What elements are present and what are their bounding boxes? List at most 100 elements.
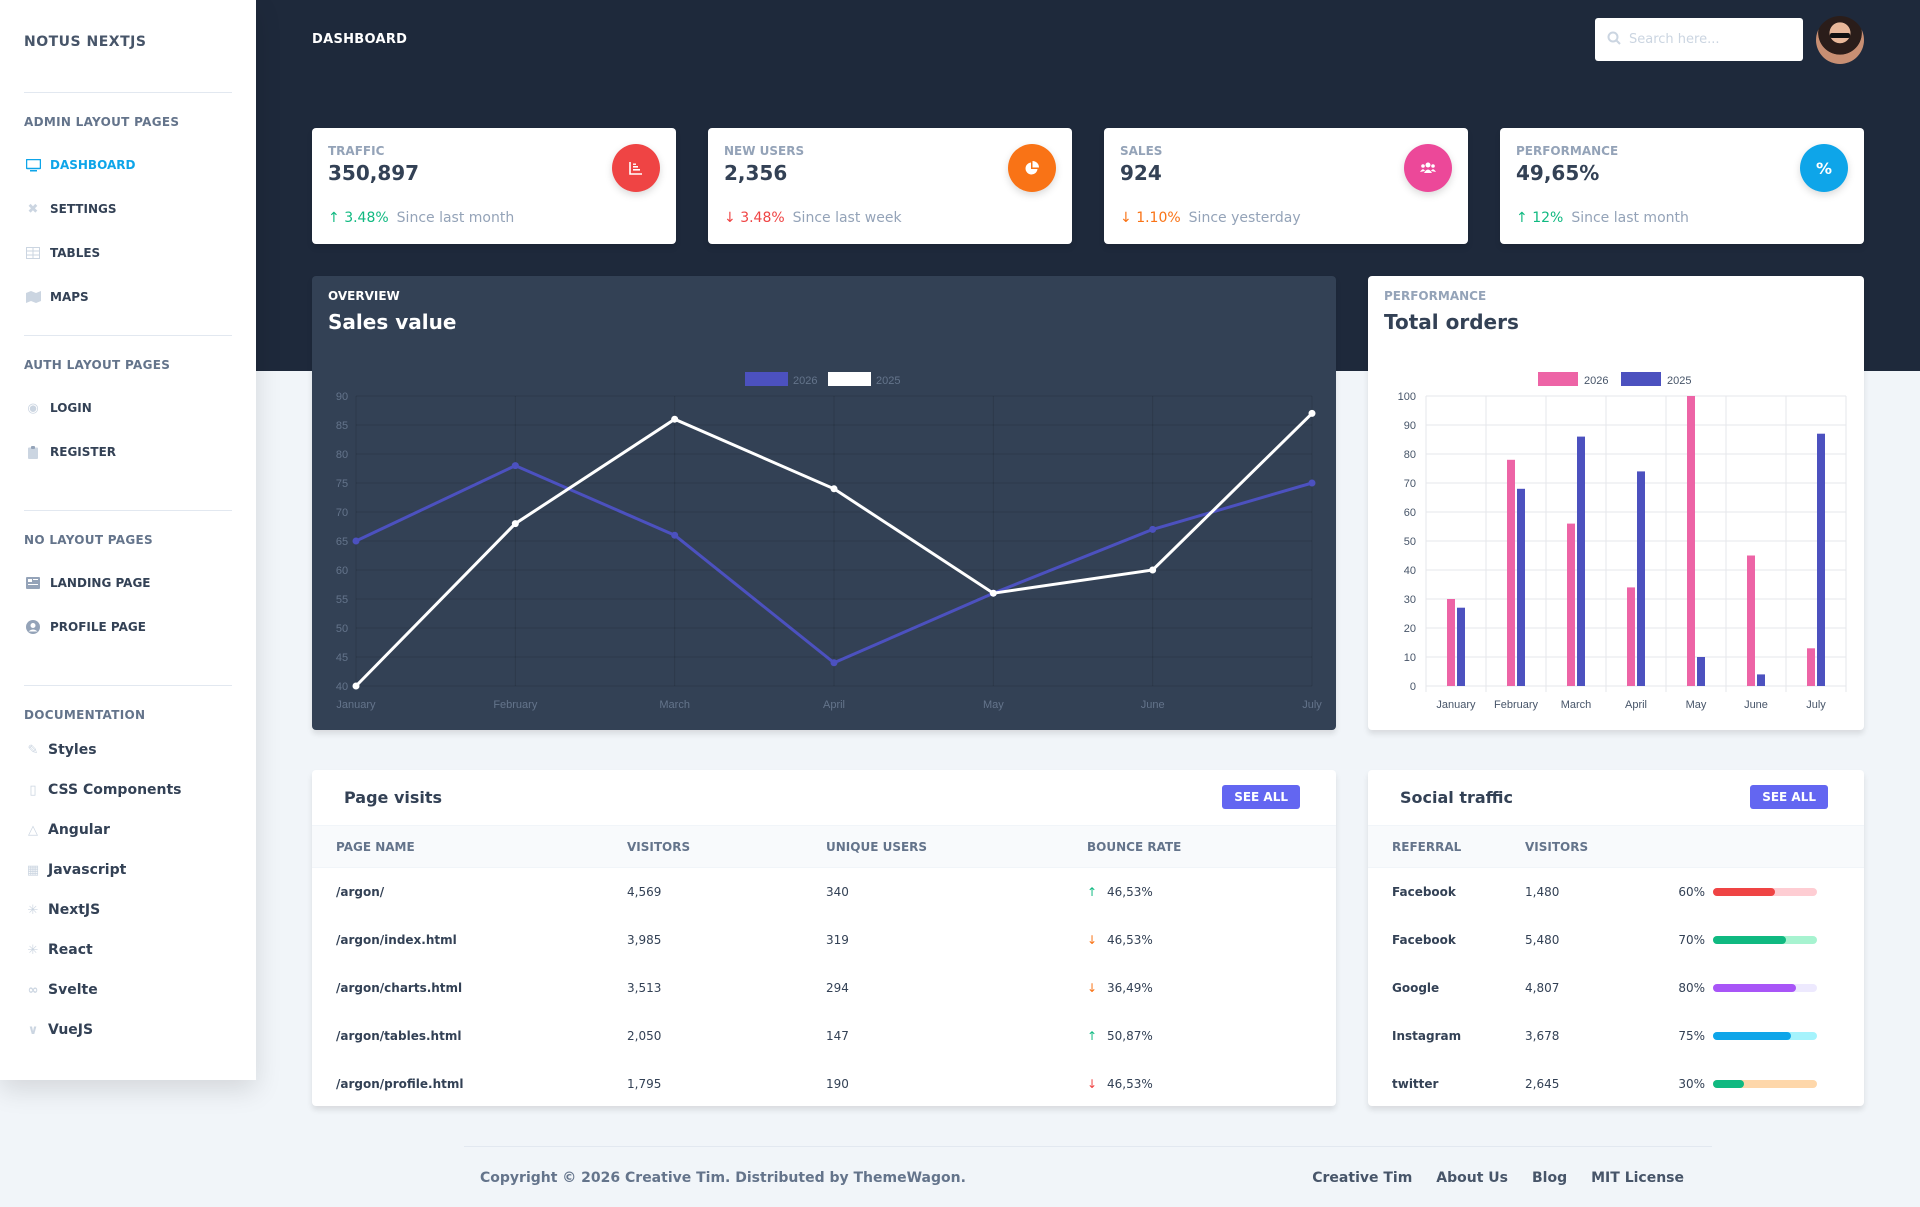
table-row: /argon/profile.html 1,795 190 ↓ 46,53% — [312, 1060, 1336, 1107]
percent-label: 80% — [1678, 980, 1705, 995]
brand-logo[interactable]: NOTUS NEXTJS — [24, 34, 147, 50]
referral-cell: twitter — [1392, 1076, 1439, 1091]
bar — [1697, 657, 1705, 686]
table-header-row: REFERRAL VISITORS — [1368, 825, 1864, 868]
doc-item-label: React — [48, 942, 93, 958]
progress-cell: 60% — [1675, 868, 1864, 916]
sidebar-section-documentation: DOCUMENTATION ✎ Styles ▯ CSS Components … — [24, 686, 232, 1050]
data-point — [1308, 409, 1316, 417]
y-tick-label: 75 — [336, 478, 348, 490]
sidebar-item-maps[interactable]: MAPS — [24, 275, 232, 319]
arrow-down-icon: ↓ — [1120, 210, 1132, 226]
search-input[interactable] — [1629, 32, 1789, 47]
y-tick-label: 50 — [1404, 536, 1416, 548]
doc-item-label: Styles — [48, 742, 97, 758]
y-tick-label: 90 — [336, 391, 348, 403]
divider — [24, 335, 232, 336]
doc-item-react[interactable]: ✳ React — [24, 930, 232, 970]
sidebar-item-dashboard[interactable]: DASHBOARD — [24, 143, 232, 187]
column-header: PAGE NAME — [312, 825, 627, 868]
bar — [1807, 648, 1815, 686]
stat-footer: ↑ 3.48% Since last month — [328, 210, 514, 226]
y-tick-label: 50 — [336, 623, 348, 635]
unique-users-cell: 190 — [826, 1076, 849, 1091]
stat-delta: ↑ 3.48% — [328, 210, 389, 226]
doc-item-svelte[interactable]: ∞ Svelte — [24, 970, 232, 1010]
sidebar-item-label: DASHBOARD — [50, 158, 136, 172]
page-name-cell: /argon/profile.html — [336, 1076, 464, 1091]
stat-delta-value: 3.48% — [740, 210, 785, 226]
js-icon: ▦ — [26, 862, 40, 878]
progress-bar — [1713, 984, 1817, 992]
sidebar-item-landing-page[interactable]: LANDING PAGE — [24, 561, 232, 605]
footer-link-mit-license[interactable]: MIT License — [1591, 1170, 1684, 1186]
data-point — [671, 531, 679, 539]
footer-link-blog[interactable]: Blog — [1532, 1170, 1568, 1186]
chart-subtitle: OVERVIEW — [328, 289, 400, 303]
legend-swatch — [1538, 372, 1578, 386]
progress-cell: 75% — [1675, 1012, 1864, 1060]
percent-icon: % — [1800, 144, 1848, 192]
table-row: Instagram 3,678 75% — [1368, 1012, 1864, 1060]
referral-cell: Facebook — [1392, 932, 1456, 947]
y-tick-label: 80 — [336, 449, 348, 461]
doc-item-label: Angular — [48, 822, 110, 838]
sidebar-item-profile-page[interactable]: PROFILE PAGE — [24, 605, 232, 649]
angular-icon: △ — [28, 822, 38, 838]
visitors-cell: 4,807 — [1525, 980, 1560, 995]
doc-item-styles[interactable]: ✎ Styles — [24, 730, 232, 770]
table-row: Facebook 1,480 60% — [1368, 868, 1864, 916]
sidebar-section-auth: AUTH LAYOUT PAGES ◉ LOGIN REGISTER — [24, 336, 232, 474]
x-tick-label: January — [336, 699, 376, 711]
footer-link-about-us[interactable]: About Us — [1436, 1170, 1509, 1186]
doc-item-angular[interactable]: △ Angular — [24, 810, 232, 850]
stat-value: 350,897 — [328, 161, 420, 185]
bar — [1447, 599, 1455, 686]
data-point — [352, 537, 360, 545]
divider — [24, 92, 232, 93]
page-visits-table: PAGE NAME VISITORS UNIQUE USERS BOUNCE R… — [312, 825, 1336, 1106]
sidebar-item-tables[interactable]: TABLES — [24, 231, 232, 275]
search-icon — [1607, 31, 1621, 49]
see-all-button[interactable]: SEE ALL — [1750, 785, 1828, 809]
doc-item-vuejs[interactable]: ∨ VueJS — [24, 1010, 232, 1050]
sidebar: NOTUS NEXTJS ADMIN LAYOUT PAGES DASHBOAR… — [0, 0, 256, 1080]
doc-item-nextjs[interactable]: ✳ NextJS — [24, 890, 232, 930]
stat-card-sales: SALES 924 ↓ 1.10% Since yesterday — [1104, 128, 1468, 244]
user-avatar[interactable] — [1816, 16, 1864, 64]
bar — [1687, 396, 1695, 686]
bounce-rate-cell: ↓ 46,53% — [1087, 916, 1336, 964]
footer-link-creative-tim[interactable]: Creative Tim — [1312, 1170, 1413, 1186]
legend-label: 2025 — [876, 375, 900, 387]
page-visits-card: Page visits SEE ALL PAGE NAME VISITORS U… — [312, 770, 1336, 1106]
chart-title: Sales value — [328, 310, 457, 334]
sidebar-item-label: REGISTER — [50, 445, 117, 459]
percent-label: 70% — [1678, 932, 1705, 947]
search-box[interactable] — [1595, 18, 1803, 61]
stat-value: 49,65% — [1516, 161, 1600, 185]
column-header: UNIQUE USERS — [826, 825, 1087, 868]
visitors-cell: 2,050 — [627, 1028, 662, 1043]
sales-value-chart-card: OVERVIEW Sales value 40 45 50 55 60 65 70 75 80 8… — [312, 276, 1336, 730]
react-icon: ✳ — [27, 902, 39, 918]
visitors-cell: 2,645 — [1525, 1076, 1560, 1091]
doc-item-label: NextJS — [48, 902, 101, 918]
bounce-rate-value: 50,87% — [1107, 1028, 1153, 1043]
arrow-down-icon: ↓ — [1087, 980, 1098, 995]
sidebar-item-settings[interactable]: ✖ SETTINGS — [24, 187, 232, 231]
sidebar-item-register[interactable]: REGISTER — [24, 430, 232, 474]
doc-item-javascript[interactable]: ▦ Javascript — [24, 850, 232, 890]
sidebar-item-login[interactable]: ◉ LOGIN — [24, 386, 232, 430]
x-tick-label: May — [983, 699, 1004, 711]
stat-delta: ↓ 3.48% — [724, 210, 785, 226]
sidebar-section-admin: ADMIN LAYOUT PAGES DASHBOARD ✖ SETTINGS … — [24, 93, 232, 319]
progress-fill — [1713, 936, 1786, 944]
doc-item-css-components[interactable]: ▯ CSS Components — [24, 770, 232, 810]
data-point — [1308, 479, 1316, 487]
progress-fill — [1713, 1080, 1745, 1088]
page-visits-body: /argon/4,569 340 ↑ 46,53% /argon/index.html 3… — [312, 868, 1336, 1107]
sidebar-section-nolayout: NO LAYOUT PAGES LANDING PAGE PROFILE PAG… — [24, 511, 232, 649]
chart-subtitle: PERFORMANCE — [1384, 289, 1487, 303]
visitors-cell: 5,480 — [1525, 932, 1560, 947]
see-all-button[interactable]: SEE ALL — [1222, 785, 1300, 809]
